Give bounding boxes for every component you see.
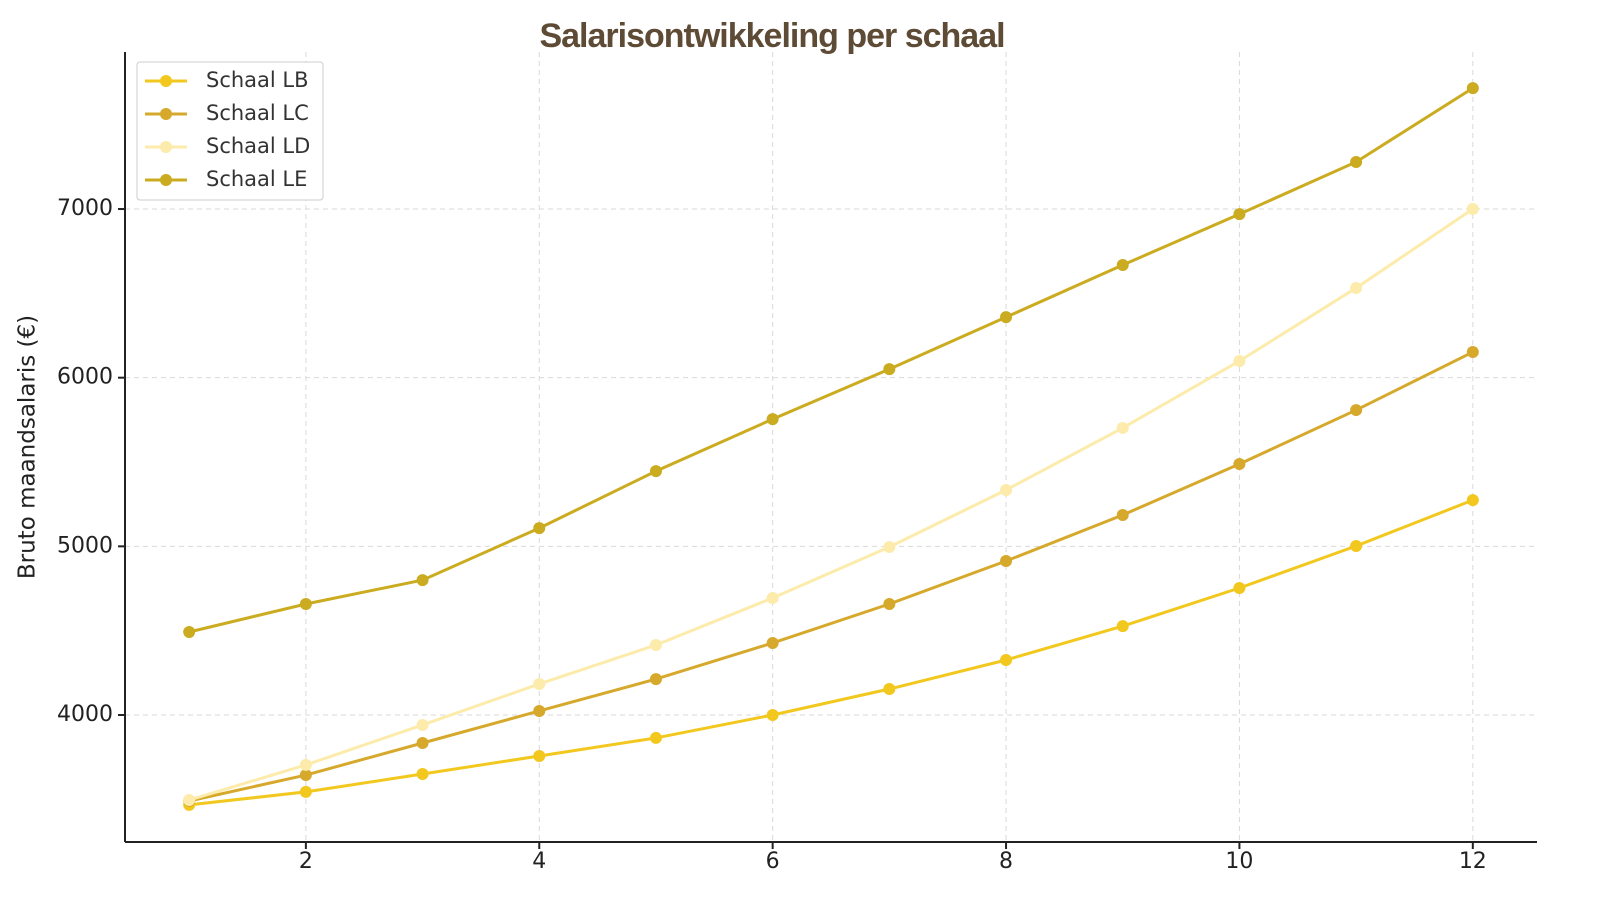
data-point (299, 598, 312, 611)
data-point (649, 639, 662, 652)
data-point (416, 718, 429, 731)
y-tick-label: 5000 (57, 533, 113, 558)
data-point (416, 768, 429, 781)
data-point (1233, 458, 1246, 471)
series-line (189, 498, 1474, 807)
data-point (1000, 555, 1013, 568)
data-point (1000, 311, 1013, 324)
data-point (1350, 281, 1363, 294)
data-point (533, 749, 546, 762)
series-line (188, 350, 1474, 803)
legend-marker (160, 75, 172, 87)
data-point (1116, 259, 1129, 272)
chart-title: Salarisontwikkeling per schaal (539, 17, 1004, 55)
data-point (1350, 404, 1363, 417)
data-point (883, 541, 896, 554)
y-tick-label: 6000 (57, 365, 113, 390)
legend-label: Schaal LE (206, 167, 307, 191)
data-point (1466, 346, 1479, 359)
x-tick-label: 12 (1459, 849, 1487, 874)
legend-marker (160, 141, 172, 153)
data-point (1116, 421, 1129, 434)
legend-label: Schaal LD (206, 134, 310, 158)
data-point (766, 591, 779, 604)
data-point (416, 574, 429, 587)
data-point (766, 413, 779, 426)
data-point (183, 626, 196, 639)
data-point (299, 758, 312, 771)
data-point (1116, 508, 1129, 521)
legend: Schaal LB Schaal LC Schaal LD Schaal LE (136, 61, 324, 201)
data-point (1233, 208, 1246, 221)
x-tick-label: 10 (1225, 849, 1253, 874)
data-point (1466, 203, 1479, 216)
data-point (533, 704, 546, 717)
x-tick-label: 6 (766, 849, 780, 874)
series-line (188, 207, 1474, 802)
legend-label: Schaal LB (206, 68, 309, 92)
data-point (766, 636, 779, 649)
y-tick-label: 7000 (57, 196, 113, 221)
data-point (299, 785, 312, 798)
data-point (416, 736, 429, 749)
data-point (1116, 620, 1129, 633)
data-point (1350, 540, 1363, 553)
data-point (766, 708, 779, 721)
data-point (1233, 581, 1246, 594)
data-point (883, 363, 896, 376)
data-point (183, 794, 196, 807)
y-axis-label: Bruto maandsalaris (€) (15, 315, 41, 579)
x-tick-label: 4 (532, 849, 546, 874)
data-point (1350, 155, 1363, 168)
data-point (1000, 484, 1013, 497)
legend-marker (160, 108, 172, 120)
data-point (1233, 354, 1246, 367)
data-point (883, 598, 896, 611)
data-point (649, 673, 662, 686)
data-point (649, 465, 662, 478)
data-point (883, 683, 896, 696)
legend-marker (160, 174, 172, 186)
data-point (533, 677, 546, 690)
data-point (1000, 654, 1013, 667)
legend-box (136, 61, 324, 201)
legend-label: Schaal LC (206, 101, 309, 125)
data-point (299, 769, 312, 782)
x-tick-label: 2 (299, 849, 313, 874)
y-tick-label: 4000 (57, 702, 113, 727)
data-point (649, 731, 662, 744)
data-point (533, 522, 546, 535)
data-point (1466, 82, 1479, 95)
x-tick-label: 8 (999, 849, 1013, 874)
data-point (1466, 494, 1479, 507)
series-line (188, 86, 1474, 634)
